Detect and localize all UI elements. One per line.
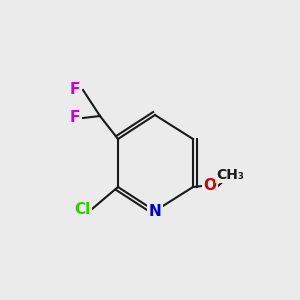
Text: N: N [148,203,161,218]
Text: F: F [70,82,80,98]
Text: CH₃: CH₃ [216,168,244,182]
Text: O: O [203,178,217,194]
Text: F: F [70,110,80,125]
Text: Cl: Cl [74,202,90,217]
